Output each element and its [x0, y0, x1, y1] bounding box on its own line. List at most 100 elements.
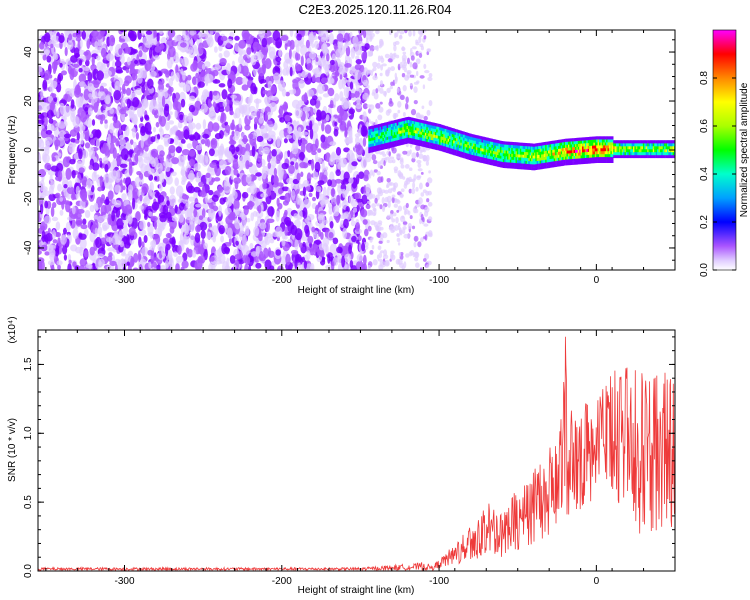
noise-cell: [58, 35, 65, 44]
noise-cell: [412, 252, 416, 258]
noise-cell: [67, 263, 72, 270]
noise-cell: [121, 83, 126, 93]
signal-cell: [481, 139, 484, 143]
noise-cell: [39, 42, 45, 50]
noise-cell: [142, 151, 148, 158]
noise-cell: [200, 139, 206, 145]
noise-cell: [185, 247, 190, 254]
signal-cell: [399, 130, 402, 134]
noise-cell: [314, 40, 319, 50]
noise-cell: [48, 118, 54, 124]
noise-cell: [100, 204, 107, 216]
noise-cell: [273, 122, 278, 131]
noise-cell: [411, 152, 417, 159]
noise-cell: [119, 108, 127, 115]
noise-cell: [245, 174, 252, 184]
noise-cell: [336, 33, 344, 42]
noise-cell: [353, 43, 357, 48]
noise-cell: [284, 42, 288, 51]
noise-cell: [125, 125, 130, 137]
noise-cell: [255, 262, 262, 269]
noise-cell: [409, 61, 413, 68]
noise-cell: [209, 110, 217, 121]
noise-cell: [286, 134, 293, 139]
noise-cell: [340, 110, 348, 121]
signal-cell: [499, 158, 502, 162]
noise-cell: [57, 237, 61, 247]
noise-cell: [109, 260, 117, 267]
noise-cell: [102, 156, 109, 164]
noise-cell: [245, 143, 251, 153]
signal-cell: [473, 143, 475, 147]
noise-cell: [377, 161, 381, 169]
noise-cell: [39, 204, 44, 215]
noise-cell: [126, 192, 132, 198]
noise-cell: [298, 79, 305, 89]
noise-cell: [133, 141, 137, 148]
noise-cell: [399, 158, 404, 165]
signal-cell: [399, 133, 402, 137]
noise-cell: [350, 47, 356, 59]
noise-cell: [302, 241, 306, 247]
noise-cell: [171, 216, 178, 222]
noise-cell: [287, 187, 291, 194]
signal-cell: [508, 165, 511, 169]
noise-cell: [205, 179, 210, 185]
noise-cell: [320, 134, 326, 143]
noise-cell: [335, 146, 342, 156]
noise-cell: [367, 200, 371, 205]
signal-cell: [427, 124, 430, 128]
noise-cell: [419, 115, 423, 120]
noise-cell: [84, 142, 91, 149]
noise-cell: [355, 59, 362, 65]
noise-cell: [44, 200, 49, 209]
noise-cell: [242, 49, 247, 56]
noise-cell: [167, 89, 171, 94]
noise-cell: [268, 247, 271, 257]
noise-cell: [428, 73, 433, 78]
noise-cell: [99, 65, 104, 71]
signal-cell: [372, 134, 375, 138]
noise-cell: [59, 197, 64, 202]
noise-cell: [219, 58, 227, 66]
noise-cell: [326, 186, 330, 199]
noise-cell: [342, 178, 350, 185]
noise-cell: [178, 213, 184, 223]
noise-cell: [281, 162, 289, 170]
signal-cell: [526, 143, 529, 147]
noise-cell: [428, 170, 431, 174]
noise-cell: [224, 176, 230, 187]
noise-cell: [409, 74, 415, 78]
noise-cell: [98, 258, 105, 267]
noise-cell: [195, 225, 201, 233]
noise-cell: [327, 87, 335, 97]
noise-cell: [369, 169, 374, 176]
signal-cell: [536, 166, 539, 170]
noise-cell: [409, 179, 414, 182]
signal-cell: [436, 144, 438, 148]
signal-cell: [481, 142, 484, 146]
noise-cell: [62, 156, 71, 168]
noise-cell: [220, 235, 225, 243]
noise-cell: [321, 160, 325, 173]
noise-cell: [281, 88, 287, 97]
noise-cell: [79, 258, 88, 267]
signal-cell: [518, 151, 520, 155]
noise-cell: [261, 169, 267, 180]
noise-cell: [262, 90, 268, 95]
noise-cell: [84, 131, 90, 142]
noise-cell: [300, 55, 304, 66]
noise-cell: [404, 30, 408, 34]
noise-cell: [127, 213, 133, 225]
noise-cell: [212, 101, 217, 108]
noise-cell: [45, 130, 53, 135]
noise-cell: [126, 98, 131, 109]
signal-cell: [536, 163, 539, 167]
noise-cell: [390, 81, 394, 87]
noise-cell: [306, 172, 312, 183]
noise-cell: [153, 55, 160, 60]
noise-cell: [234, 219, 241, 230]
signal-cell: [427, 130, 430, 134]
noise-cell: [317, 148, 322, 153]
